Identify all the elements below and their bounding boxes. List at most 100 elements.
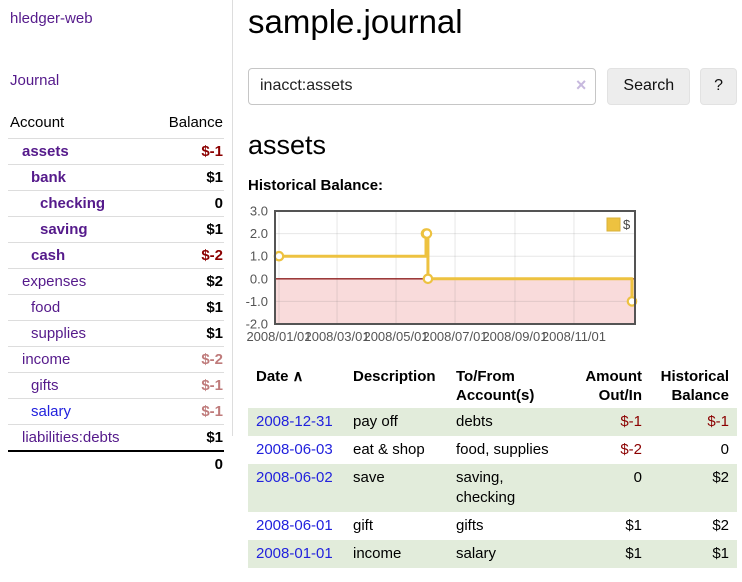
x-tick-label: 2008/09/01 (482, 329, 547, 344)
register-header-row: Date ∧ Description To/From Account(s) Amo… (248, 365, 737, 408)
sidebar-account-link[interactable]: saving (40, 221, 88, 238)
transaction-description: income (353, 544, 402, 562)
transaction-description: pay off (353, 412, 398, 430)
account-row: expenses $2 (8, 268, 224, 295)
transaction-balance: $2 (712, 468, 729, 486)
account-balance: $-1 (150, 372, 224, 399)
account-heading: assets (248, 129, 327, 160)
transaction-amount: $-1 (620, 412, 642, 430)
main-panel: sample.journal × Search ? assets Histori… (246, 0, 737, 568)
data-point-marker (273, 250, 285, 262)
legend-label: $ (623, 217, 631, 232)
sidebar-account-link[interactable]: expenses (22, 273, 87, 290)
sidebar-item-journal[interactable]: Journal (10, 72, 60, 89)
search-button[interactable]: Search (607, 67, 691, 105)
transaction-accounts: debts (456, 412, 493, 430)
register-row: 2008-12-31 pay off debts $-1 $-1 (248, 407, 737, 436)
transaction-accounts: gifts (456, 516, 484, 534)
account-balance: $-2 (150, 346, 224, 373)
transaction-description: eat & shop (353, 440, 425, 458)
y-tick-label: 2.0 (250, 226, 268, 241)
historical-balance-chart[interactable]: $3.0 2.0 1.0 0.0 -1.0 -2.0 2008/01/01 2008/03/0… (242, 202, 737, 344)
app-title-link[interactable]: hledger-web (10, 10, 93, 27)
chart-heading: Historical Balance: (248, 176, 384, 194)
register-row: 2008-06-03 eat & shop food, supplies $-2 0 (248, 436, 737, 464)
x-tick-label: 2008/03/01 (304, 329, 369, 344)
register-header-amount: Amount Out/In (585, 367, 642, 405)
sidebar-account-link[interactable]: gifts (31, 377, 59, 394)
y-tick-label: 3.0 (250, 203, 268, 218)
account-row: gifts $-1 (8, 372, 224, 399)
account-row: supplies $1 (8, 320, 224, 347)
transaction-amount: $1 (625, 544, 642, 562)
sidebar-account-link[interactable]: salary (31, 403, 72, 420)
register-row: 2008-06-01 gift gifts $1 $2 (248, 512, 737, 540)
y-tick-label: 0.0 (250, 271, 268, 286)
accounts-total-value: 0 (150, 450, 224, 477)
account-row: salary $-1 (8, 398, 224, 425)
transaction-amount: $-2 (620, 440, 642, 458)
transaction-accounts: saving, checking (456, 468, 516, 506)
sidebar-account-link[interactable]: assets (22, 143, 69, 160)
search-input[interactable] (248, 67, 597, 105)
accounts-header-row: Account Balance (8, 112, 224, 139)
register-header-description: Description (353, 367, 436, 385)
account-balance: $2 (150, 268, 224, 295)
account-balance: $1 (150, 164, 224, 191)
register-header-account: To/From Account(s) (456, 367, 535, 405)
transaction-balance: 0 (720, 440, 729, 458)
y-tick-label: -1.0 (246, 294, 268, 309)
accounts-total-row: 0 (8, 450, 224, 477)
sidebar-account-link[interactable]: bank (31, 169, 67, 186)
transaction-date-link[interactable]: 2008-06-03 (256, 440, 333, 458)
sidebar-account-link[interactable]: supplies (31, 325, 87, 342)
x-tick-label: 2008/05/01 (363, 329, 428, 344)
sidebar-account-link[interactable]: income (22, 351, 71, 368)
plot-border (274, 209, 636, 325)
account-row: bank $1 (8, 164, 224, 191)
account-row: liabilities:debts $1 (8, 424, 224, 451)
clear-search-icon[interactable]: × (575, 74, 587, 95)
help-button[interactable]: ? (700, 67, 737, 105)
accounts-table: Account Balance assets $-1 bank $1 checking 0… (8, 112, 224, 477)
transaction-description: save (353, 468, 385, 486)
legend-swatch (606, 217, 621, 232)
account-row: saving $1 (8, 216, 224, 243)
account-row: cash $-2 (8, 242, 224, 269)
transaction-amount: 0 (633, 468, 642, 486)
account-table-body: assets $-1 bank $1 checking 0 saving $1 cash $-2 e… (8, 138, 224, 451)
x-tick-label: 2008/07/01 (422, 329, 487, 344)
account-row: income $-2 (8, 346, 224, 373)
transaction-accounts: food, supplies (456, 440, 549, 458)
transaction-balance: $2 (712, 516, 729, 534)
account-balance: 0 (150, 190, 224, 217)
account-balance: $1 (150, 216, 224, 243)
data-point-marker (421, 228, 433, 239)
accounts-header-account: Account (10, 114, 65, 131)
transaction-date-link[interactable]: 2008-12-31 (256, 412, 333, 430)
accounts-header-balance: Balance (168, 114, 223, 131)
account-balance: $-1 (150, 398, 224, 425)
transaction-accounts: salary (456, 544, 497, 562)
transaction-balance: $1 (712, 544, 729, 562)
y-tick-label: 1.0 (250, 249, 268, 264)
register-row: 2008-01-01 income salary $1 $1 (248, 539, 737, 568)
sidebar-account-link[interactable]: liabilities:debts (22, 429, 120, 446)
sidebar-account-link[interactable]: checking (40, 195, 106, 212)
transaction-date-link[interactable]: 2008-01-01 (256, 544, 333, 562)
transaction-date-link[interactable]: 2008-06-02 (256, 468, 333, 486)
sidebar-account-link[interactable]: cash (31, 247, 66, 264)
register-header-balance: Historical Balance (660, 367, 729, 405)
transaction-balance: $-1 (707, 412, 729, 430)
account-row: checking 0 (8, 190, 224, 217)
account-balance: $1 (150, 320, 224, 347)
sidebar-account-link[interactable]: food (31, 299, 61, 316)
transaction-date-link[interactable]: 2008-06-01 (256, 516, 333, 534)
register-header-date[interactable]: Date ∧ (256, 367, 304, 385)
search-input-wrap: × (248, 67, 597, 105)
sort-ascending-icon: ∧ (292, 367, 304, 385)
register-table: Date ∧ Description To/From Account(s) Amo… (248, 365, 737, 568)
account-balance: $1 (150, 294, 224, 321)
account-row: food $1 (8, 294, 224, 321)
data-point-marker (422, 273, 434, 285)
